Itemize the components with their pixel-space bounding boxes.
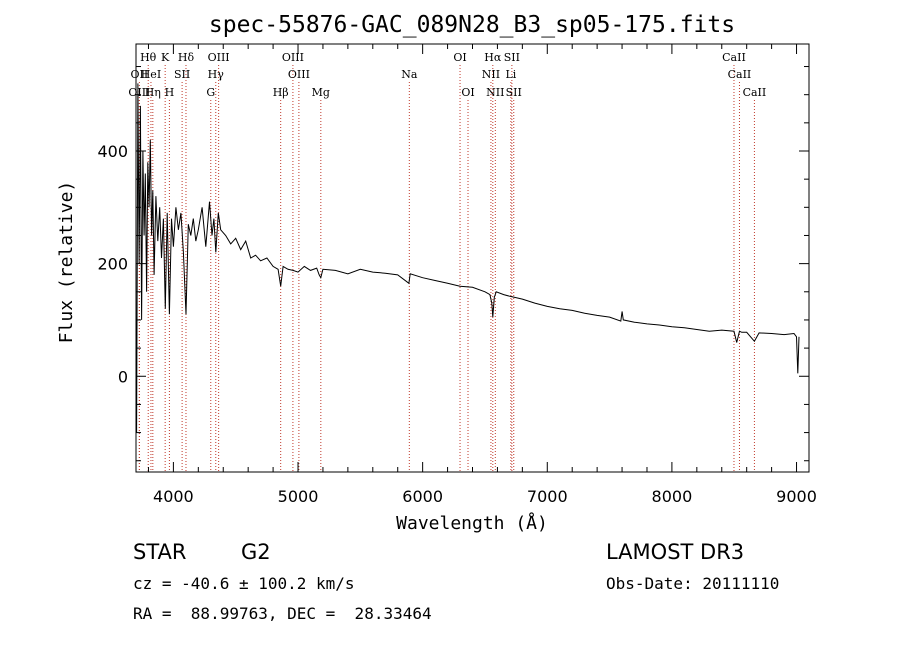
x-tick-label: 8000 [652, 487, 693, 506]
redshift-velocity: cz = -40.6 ± 100.2 km/s [133, 574, 355, 593]
x-axis-label: Wavelength (Å) [396, 512, 548, 534]
x-tick-label: 5000 [278, 487, 319, 506]
line-marker-label: NII [486, 86, 504, 99]
line-marker-label: Hα [484, 51, 502, 64]
y-tick-label: 400 [97, 142, 128, 161]
observation-date: Obs-Date: 20111110 [606, 574, 780, 593]
line-marker-label: Hγ [208, 68, 225, 81]
line-marker-label: Hβ [273, 86, 289, 99]
y-tick-label: 200 [97, 255, 128, 274]
line-marker-label: Hθ [140, 51, 157, 64]
line-marker-label: K [161, 51, 170, 64]
x-tick-label: 7000 [527, 487, 568, 506]
object-class: STAR [133, 540, 187, 564]
x-tick-label: 6000 [402, 487, 443, 506]
line-marker-label: OIII [128, 86, 150, 99]
survey-name: LAMOST DR3 [606, 540, 745, 564]
chart-title: spec-55876-GAC_089N28_B3_sp05-175.fits [209, 12, 735, 38]
line-marker-label: CaII [743, 86, 767, 99]
line-marker-label: SII [504, 51, 520, 64]
x-tick-label: 9000 [776, 487, 817, 506]
y-axis-ticks: 0 200 400 [97, 66, 809, 462]
sky-coordinates: RA = 88.99763, DEC = 28.33464 [133, 604, 432, 623]
line-marker-label: H [165, 86, 175, 99]
line-marker-label: OIII [288, 68, 310, 81]
x-axis-ticks: 4000 5000 6000 7000 8000 9000 [147, 44, 817, 506]
flux-series-line [136, 83, 800, 433]
object-subclass: G2 [241, 540, 271, 564]
y-axis-label: Flux (relative) [56, 181, 77, 344]
line-marker-label: G [206, 86, 215, 99]
line-marker-label: HeI [141, 68, 161, 81]
plot-frame [135, 43, 810, 473]
line-marker-label: OIII [282, 51, 304, 64]
line-marker-label: Hη [145, 86, 161, 99]
line-marker-label: OIII [208, 51, 230, 64]
line-marker-label: SII [506, 86, 522, 99]
line-marker-label: CaII [728, 68, 752, 81]
emission-line-markers [138, 65, 755, 472]
line-marker-label: Na [401, 68, 418, 81]
line-marker-label: Mg [312, 86, 330, 99]
line-marker-label: Li [505, 68, 516, 81]
line-marker-label: OI [461, 86, 474, 99]
line-marker-label: Hδ [178, 51, 195, 64]
y-tick-label: 0 [118, 367, 128, 386]
line-marker-label: CaII [722, 51, 746, 64]
line-marker-label: OI [453, 51, 466, 64]
line-marker-label: NII [482, 68, 500, 81]
x-tick-label: 4000 [153, 487, 194, 506]
line-marker-label: OII [131, 68, 149, 81]
line-marker-label: SII [174, 68, 190, 81]
